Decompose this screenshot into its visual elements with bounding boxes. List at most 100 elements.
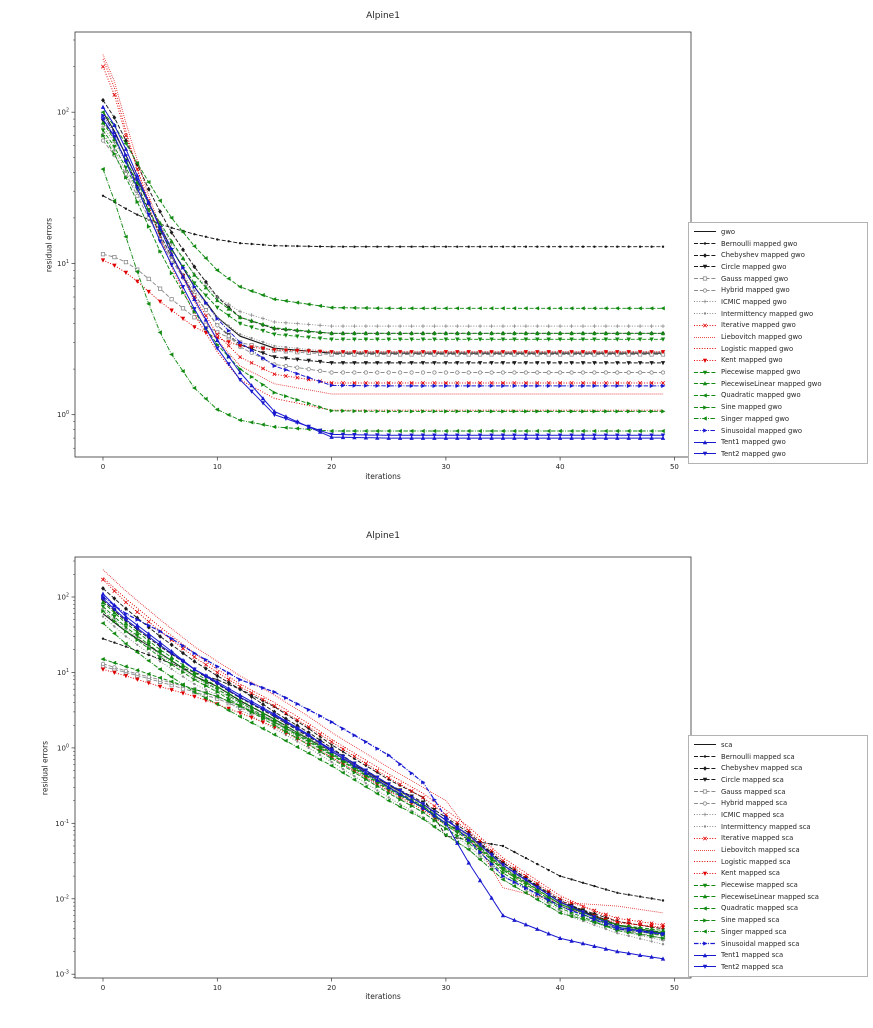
legend-line-sample bbox=[694, 929, 716, 934]
legend-item-Bernoulli-mapped-gwo: Bernoulli mapped gwo bbox=[693, 238, 863, 250]
legend-line-sample bbox=[694, 231, 716, 233]
x-axis-label: iterations bbox=[365, 992, 401, 1001]
x-tick-label: 0 bbox=[101, 984, 105, 992]
series-Logistic-mapped-gwo bbox=[102, 58, 663, 411]
x-tick-label: 30 bbox=[441, 984, 450, 992]
legend-line-sample bbox=[694, 778, 716, 783]
x-tick-label: 10 bbox=[213, 463, 222, 471]
legend-item-gwo: gwo bbox=[693, 226, 863, 238]
legend-line-sample bbox=[694, 358, 716, 363]
legend-item-Gauss-mapped-sca: Gauss mapped sca bbox=[693, 786, 863, 798]
legend-item-Tent2-mapped-gwo: Tent2 mapped gwo bbox=[693, 448, 863, 460]
series-Circle-mapped-gwo bbox=[100, 118, 666, 366]
legend-line-sample bbox=[694, 428, 716, 433]
legend-line-sample bbox=[694, 861, 716, 863]
y-tick-label: 102 bbox=[57, 108, 69, 117]
legend-label: PiecewiseLinear mapped sca bbox=[721, 892, 819, 901]
series-Quadratic-mapped-sca bbox=[100, 657, 665, 935]
legend-label: Liebovitch mapped gwo bbox=[721, 333, 803, 342]
legend-item-Intermittency-mapped-gwo: Intermittency mapped gwo bbox=[693, 308, 863, 320]
series-Tent1-mapped-gwo bbox=[100, 104, 666, 440]
legend-label: Tent2 mapped sca bbox=[721, 962, 784, 971]
series-Intermittency-mapped-gwo bbox=[101, 132, 665, 354]
x-axis-label: iterations bbox=[365, 472, 401, 481]
legend-item-Quadratic-mapped-sca: Quadratic mapped sca bbox=[693, 903, 863, 915]
y-tick-label: 101 bbox=[57, 668, 69, 677]
legend-label: Logistic mapped sca bbox=[721, 857, 791, 866]
legend-item-Liebovitch-mapped-gwo: Liebovitch mapped gwo bbox=[693, 331, 863, 343]
legend-line-sample bbox=[694, 323, 716, 328]
legend-line-sample bbox=[694, 941, 716, 946]
x-tick-label: 50 bbox=[670, 984, 679, 992]
legend-item-Gauss-mapped-gwo: Gauss mapped gwo bbox=[693, 273, 863, 285]
legend-item-Iterative-mapped-gwo: Iterative mapped gwo bbox=[693, 320, 863, 332]
legend-item-Logistic-mapped-sca: Logistic mapped sca bbox=[693, 856, 863, 868]
chart-title: Alpine1 bbox=[366, 531, 400, 541]
y-tick-label: 101 bbox=[57, 259, 69, 268]
legend-item-Singer-mapped-sca: Singer mapped sca bbox=[693, 926, 863, 938]
series-Sinusoidal-mapped-gwo bbox=[101, 113, 666, 388]
legend-item-Hybrid-mapped-gwo: Hybrid mapped gwo bbox=[693, 284, 863, 296]
series-Bernoulli-mapped-gwo bbox=[101, 194, 665, 248]
y-tick-label: 10-2 bbox=[55, 894, 69, 903]
axes-frame bbox=[74, 556, 692, 979]
legend-line-sample bbox=[694, 836, 716, 841]
legend-line-sample bbox=[694, 252, 716, 258]
x-tick-label: 40 bbox=[556, 984, 565, 992]
x-tick-label: 30 bbox=[441, 463, 450, 471]
legend-label: Sinusoidal mapped gwo bbox=[721, 426, 803, 435]
x-tick-label: 50 bbox=[670, 463, 679, 471]
legend-item-Piecewise-mapped-gwo: Piecewise mapped gwo bbox=[693, 366, 863, 378]
legend-item-Piecewise-mapped-sca: Piecewise mapped sca bbox=[693, 879, 863, 891]
legend-item-Tent2-mapped-sca: Tent2 mapped sca bbox=[693, 961, 863, 973]
legend-item-Liebovitch-mapped-sca: Liebovitch mapped sca bbox=[693, 844, 863, 856]
x-tick-label: 0 bbox=[101, 463, 105, 471]
series-Iterative-mapped-gwo bbox=[101, 64, 665, 385]
legend-line-sample bbox=[694, 312, 716, 315]
legend-label: Quadratic mapped gwo bbox=[721, 391, 801, 400]
legend-item-PiecewiseLinear-mapped-sca: PiecewiseLinear mapped sca bbox=[693, 891, 863, 903]
legend-item-Tent1-mapped-sca: Tent1 mapped sca bbox=[693, 949, 863, 961]
legend-line-sample bbox=[694, 242, 716, 245]
series-Tent2-mapped-sca bbox=[100, 596, 666, 937]
legend-label: PiecewiseLinear mapped gwo bbox=[721, 379, 822, 388]
legend-item-Iterative-mapped-sca: Iterative mapped sca bbox=[693, 833, 863, 845]
legend-item-Chebyshev-mapped-gwo: Chebyshev mapped gwo bbox=[693, 249, 863, 261]
legend-label: Circle mapped sca bbox=[721, 775, 784, 784]
legend-label: gwo bbox=[721, 227, 736, 236]
legend-item-Sinusoidal-mapped-gwo: Sinusoidal mapped gwo bbox=[693, 425, 863, 437]
legend-label: Tent2 mapped gwo bbox=[721, 449, 786, 458]
series-Singer-mapped-gwo bbox=[100, 167, 665, 434]
legend-label: Sinusoidal mapped sca bbox=[721, 939, 800, 948]
legend-label: Hybrid mapped gwo bbox=[721, 286, 790, 295]
legend-label: Kent mapped gwo bbox=[721, 356, 783, 365]
legend-line-sample bbox=[694, 300, 716, 304]
legend-line-sample bbox=[694, 918, 716, 923]
series-Liebovitch-mapped-sca bbox=[102, 569, 664, 914]
legend-label: Piecewise mapped gwo bbox=[721, 368, 801, 377]
legend-item-Tent1-mapped-gwo: Tent1 mapped gwo bbox=[693, 436, 863, 448]
series-Liebovitch-mapped-gwo bbox=[102, 54, 663, 395]
legend-line-sample bbox=[694, 381, 716, 386]
legend-item-PiecewiseLinear-mapped-gwo: PiecewiseLinear mapped gwo bbox=[693, 378, 863, 390]
legend-line-sample bbox=[694, 765, 716, 771]
legend-line-sample bbox=[694, 883, 716, 888]
legend-label: Quadratic mapped sca bbox=[721, 904, 799, 913]
legend-item-Sinusoidal-mapped-sca: Sinusoidal mapped sca bbox=[693, 938, 863, 950]
series-Chebyshev-mapped-sca bbox=[101, 586, 665, 932]
legend-line-sample bbox=[694, 825, 716, 828]
legend-line-sample bbox=[694, 894, 716, 899]
x-tick-label: 20 bbox=[327, 984, 336, 992]
legend-label: Kent mapped sca bbox=[721, 869, 780, 878]
legend-label: Iterative mapped sca bbox=[721, 834, 794, 843]
legend-label: sca bbox=[721, 740, 733, 749]
legend-label: Logistic mapped gwo bbox=[721, 344, 794, 353]
legend-label: Iterative mapped gwo bbox=[721, 321, 796, 330]
legend-line-sample bbox=[694, 265, 716, 270]
legend-line-sample bbox=[694, 336, 716, 338]
gwo-convergence-figure: 0 10 20 30 40 50 100 101 102 Alpine1 residual er… bbox=[45, 11, 868, 481]
legend-label: Tent1 mapped sca bbox=[721, 951, 784, 960]
legend-label: Bernoulli mapped sca bbox=[721, 752, 795, 761]
legend-item-Kent-mapped-gwo: Kent mapped gwo bbox=[693, 355, 863, 367]
